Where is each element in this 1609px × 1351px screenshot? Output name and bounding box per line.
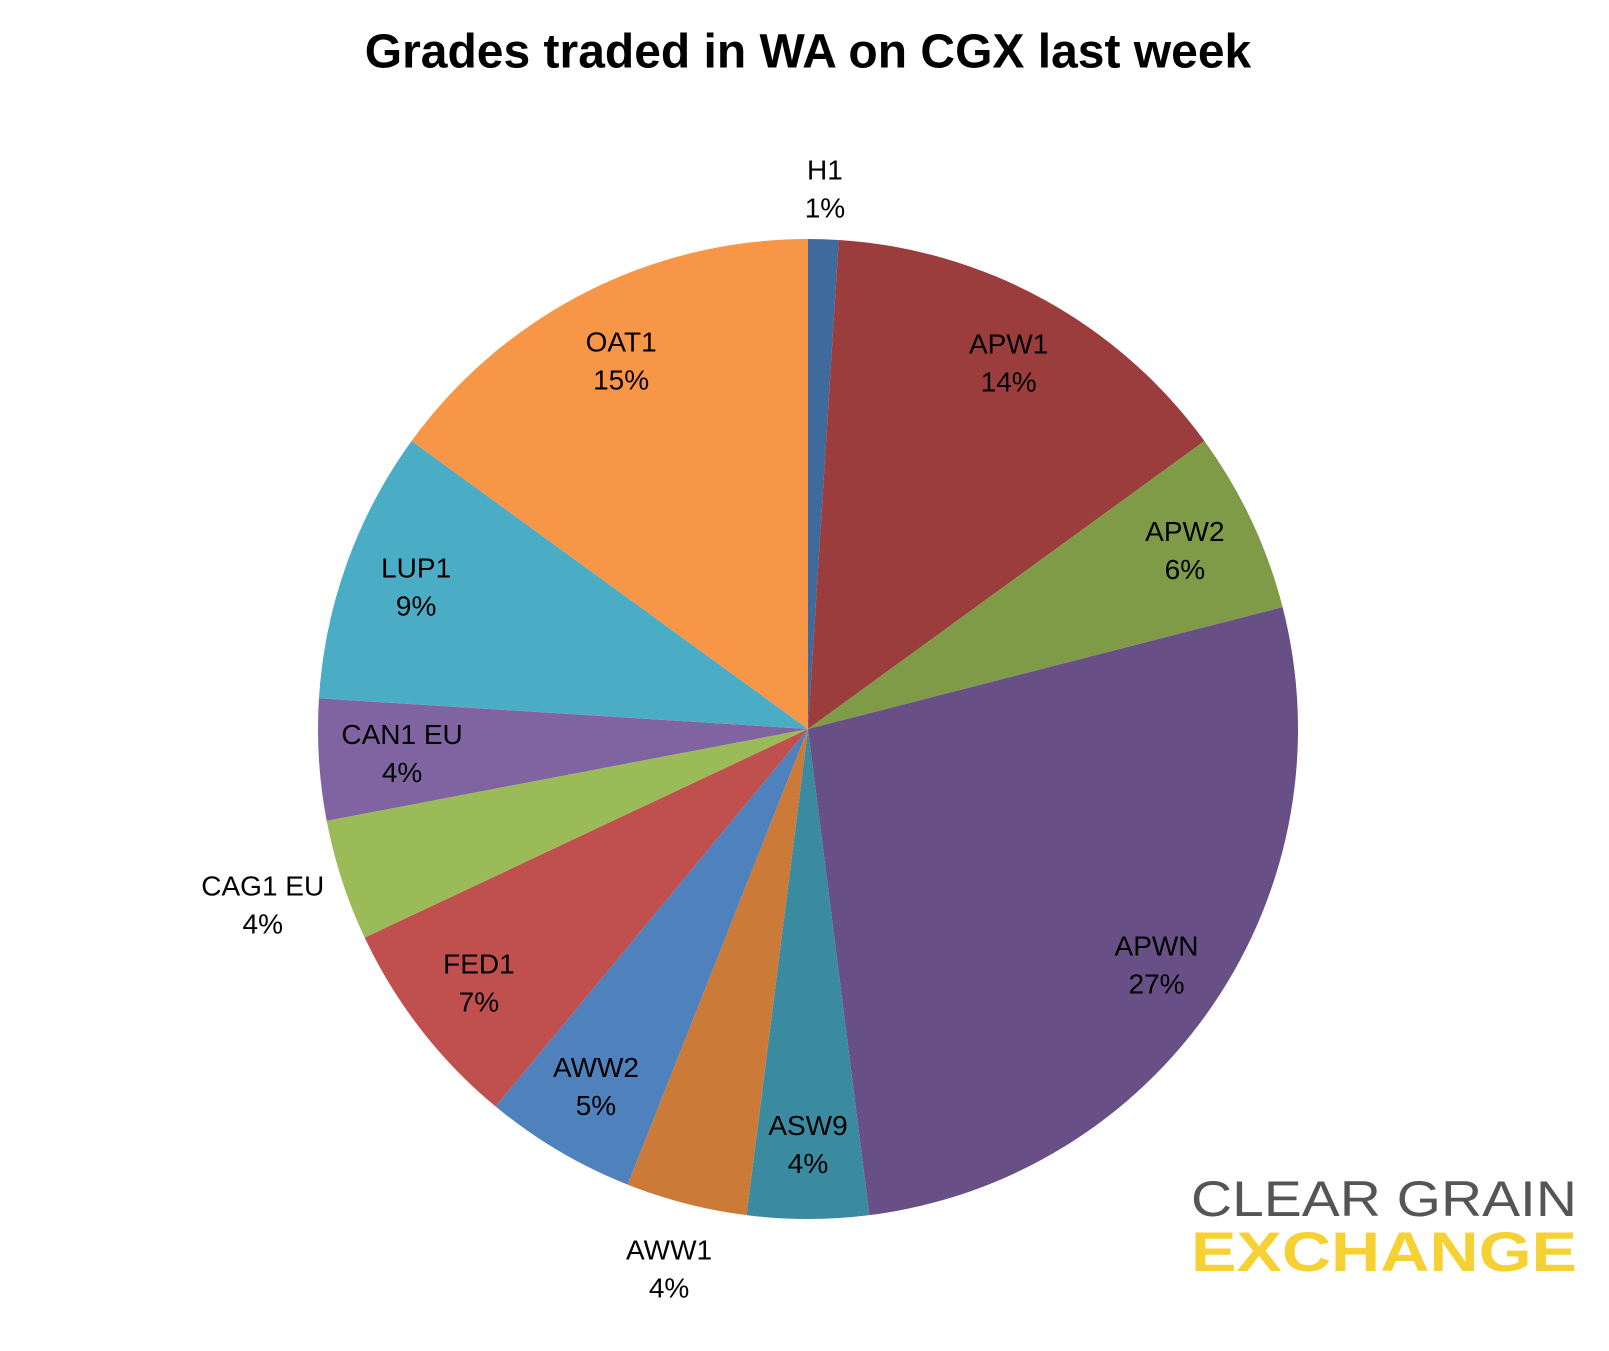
pie-slice <box>495 729 808 1185</box>
pie <box>318 239 1298 1219</box>
chart-title: Grades traded in WA on CGX last week <box>365 26 1252 79</box>
pie-slice <box>318 698 808 821</box>
slice-value-label: 6% <box>1165 554 1205 585</box>
pie-slice <box>808 239 839 729</box>
slice-value-label: 4% <box>649 1272 689 1303</box>
slice-label: APWN <box>1115 930 1199 961</box>
pie-slice <box>411 239 808 729</box>
slice-label: OAT1 <box>586 327 657 358</box>
pie-slice <box>364 729 808 1107</box>
pie-slice <box>318 440 808 729</box>
slice-value-label: 4% <box>788 1148 828 1179</box>
pie-slice <box>627 729 808 1216</box>
slice-value-label: 4% <box>243 909 283 940</box>
slice-label: AWW1 <box>626 1234 712 1265</box>
slice-label: FED1 <box>443 949 515 980</box>
slice-label: CAN1 EU <box>341 719 462 750</box>
logo-line2: EXCHANGE <box>1191 1220 1577 1283</box>
slice-value-label: 9% <box>396 590 436 621</box>
pie-slice <box>746 729 870 1219</box>
slice-label: ASW9 <box>768 1110 847 1141</box>
slice-value-label: 7% <box>459 987 499 1018</box>
slice-value-label: 1% <box>805 193 845 224</box>
pie-slice <box>326 729 808 938</box>
data-labels: H1 1% APW1 14% APW2 6% APWN 27% ASW9 4% AWW1 4% AWW2… <box>201 155 1224 1304</box>
slice-label: CAG1 EU <box>201 871 324 902</box>
slice-value-label: 27% <box>1129 968 1185 999</box>
pie-slice <box>808 239 1205 729</box>
pie-slice <box>808 440 1283 729</box>
slice-label: APW1 <box>969 328 1048 359</box>
slice-value-label: 14% <box>981 366 1037 397</box>
slice-value-label: 4% <box>382 757 422 788</box>
slice-label: AWW2 <box>553 1052 639 1083</box>
slice-label: H1 <box>807 155 843 186</box>
slice-value-label: 15% <box>593 365 649 396</box>
logo-line1: CLEAR GRAIN <box>1191 1171 1577 1227</box>
pie-slice <box>808 607 1298 1216</box>
slice-label: APW2 <box>1145 516 1224 547</box>
slice-value-label: 5% <box>576 1090 616 1121</box>
slice-label: LUP1 <box>381 552 451 583</box>
